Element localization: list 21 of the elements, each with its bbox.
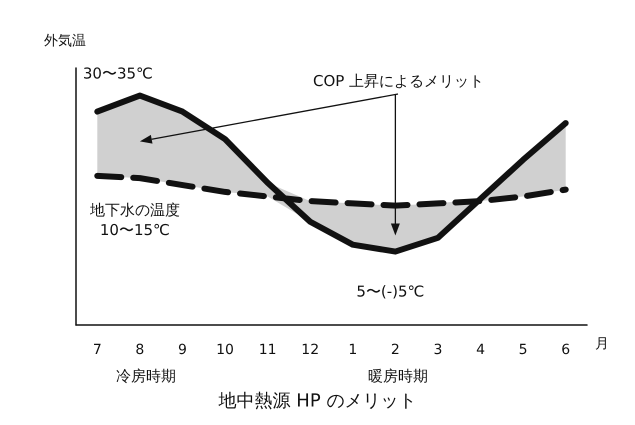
text: 冷房時期 xyxy=(116,367,176,385)
annotation: 30〜35℃ xyxy=(82,64,153,83)
text: COP 上昇によるメリット xyxy=(313,72,484,90)
x-tick-label: 1 xyxy=(348,342,358,358)
x-tick-label: 11 xyxy=(258,342,277,358)
x-tick-label: 10 xyxy=(216,342,234,358)
x-tick-label: 5 xyxy=(518,342,528,358)
x-tick-label: 6 xyxy=(561,342,570,358)
x-tick-label: 3 xyxy=(433,342,442,358)
annotation: 地下水の温度 10〜15℃ xyxy=(88,201,180,240)
x-tick-label: 4 xyxy=(476,342,486,358)
x-axis-title: 月 xyxy=(595,336,609,352)
x-tick-label: 8 xyxy=(135,342,144,358)
y-axis-title: 外気温 xyxy=(44,33,86,49)
annotation: 5〜(-)5℃ xyxy=(356,282,424,301)
text: 暖房時期 xyxy=(368,367,428,385)
x-tick-label: 9 xyxy=(178,342,187,358)
x-tick-label: 2 xyxy=(390,342,400,358)
x-tick-label: 12 xyxy=(301,342,320,358)
text: 地中熱源 HP のメリット xyxy=(218,390,416,412)
x-tick-label: 7 xyxy=(92,342,102,358)
